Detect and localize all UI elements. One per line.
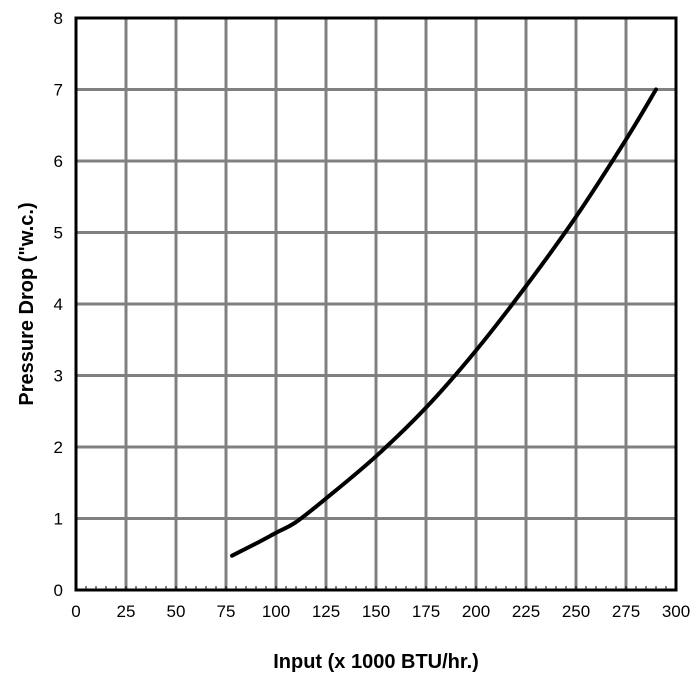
grid — [76, 18, 676, 590]
y-tick-label-8: 8 — [54, 9, 63, 28]
x-tick-labels: 0 25 50 75 100 125 150 175 200 225 250 275 300 — [71, 602, 690, 621]
x-tick-label-0: 0 — [71, 602, 80, 621]
plot-frame — [74, 16, 678, 592]
y-tick-label-7: 7 — [54, 81, 63, 100]
x-tick-label-5: 125 — [312, 602, 340, 621]
y-tick-label-3: 3 — [54, 367, 63, 386]
y-tick-label-4: 4 — [54, 295, 63, 314]
x-tick-label-7: 175 — [412, 602, 440, 621]
x-tick-label-4: 100 — [262, 602, 290, 621]
x-tick-label-3: 75 — [217, 602, 236, 621]
x-tick-label-9: 225 — [512, 602, 540, 621]
y-axis-title: Pressure Drop ("w.c.) — [16, 202, 38, 405]
x-tick-label-11: 275 — [612, 602, 640, 621]
x-tick-label-6: 150 — [362, 602, 390, 621]
x-axis-title: Input (x 1000 BTU/hr.) — [273, 651, 479, 673]
series-layer — [230, 87, 658, 558]
y-tick-label-2: 2 — [54, 438, 63, 457]
y-tick-label-5: 5 — [54, 224, 63, 243]
series-line-0 — [230, 87, 658, 558]
y-tick-label-0: 0 — [54, 581, 63, 600]
x-tick-label-12: 300 — [662, 602, 690, 621]
x-tick-label-10: 250 — [562, 602, 590, 621]
x-tick-label-1: 25 — [117, 602, 136, 621]
y-tick-labels: 0 1 2 3 4 5 6 7 8 — [54, 9, 63, 600]
y-tick-label-1: 1 — [54, 510, 63, 529]
x-tick-label-8: 200 — [462, 602, 490, 621]
y-tick-label-6: 6 — [54, 152, 63, 171]
x-tick-label-2: 50 — [167, 602, 186, 621]
